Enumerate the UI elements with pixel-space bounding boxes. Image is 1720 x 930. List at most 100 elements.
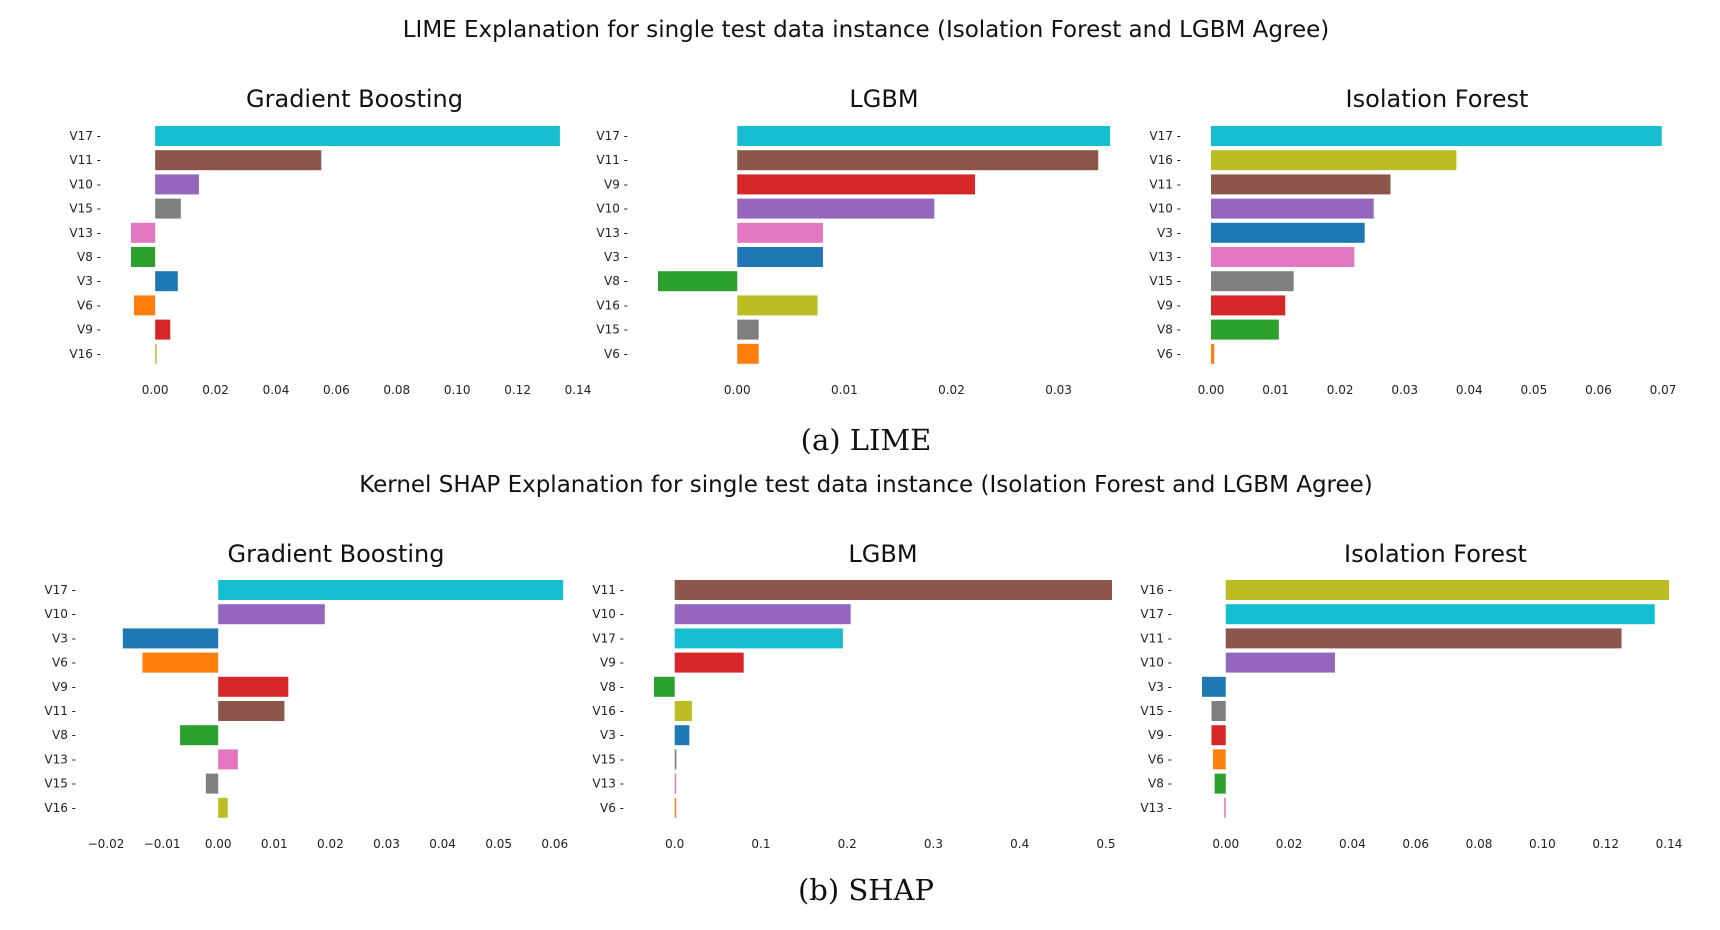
x-tick-label: 0.07 — [1650, 383, 1677, 397]
x-tick-label: 0.04 — [1339, 837, 1366, 851]
bar-v16 — [1211, 150, 1457, 171]
x-tick-label: 0.06 — [1402, 837, 1429, 851]
x-tick-label: 0.00 — [142, 383, 169, 397]
bar-v3 — [155, 271, 178, 292]
x-tick-label: 0.00 — [1212, 837, 1239, 851]
panel-shap-5: Isolation Forest V16 - V17 - V11 - V10 - V3 -… — [1140, 540, 1682, 851]
panels: Gradient Boosting V17 - V11 - V10 - V15 - V13… — [44, 85, 1682, 851]
bar-v3 — [1211, 222, 1365, 243]
y-tick-label: V11 - — [69, 153, 101, 167]
x-tick-label: 0.02 — [1276, 837, 1303, 851]
x-tick-label: 0.04 — [1456, 383, 1483, 397]
y-tick-label: V6 - — [52, 656, 76, 670]
bar-v15 — [737, 319, 759, 340]
bar-v13 — [674, 773, 677, 794]
x-tick-label: 0.05 — [485, 837, 512, 851]
panel-title: LGBM — [848, 540, 917, 568]
bar-v11 — [1211, 174, 1391, 195]
panel-shap-3: Gradient Boosting V17 - V10 - V3 - V6 - V9 - V… — [44, 540, 568, 851]
panel-lime-1: LGBM V17 - V11 - V9 - V10 - V13 - V3 - V8 - V16 … — [596, 85, 1110, 397]
panel-lime-2: Isolation Forest V17 - V16 - V11 - V10 - V3 -… — [1149, 85, 1676, 397]
y-tick-label: V11 - — [596, 153, 628, 167]
bar-v10 — [218, 604, 325, 625]
x-tick-label: 0.02 — [202, 383, 229, 397]
bar-v3 — [1202, 676, 1226, 697]
bar-v8 — [180, 725, 219, 746]
y-tick-label: V8 - — [1148, 777, 1172, 791]
x-tick-label: −0.01 — [144, 837, 181, 851]
bar-v10 — [674, 604, 851, 625]
bar-v13 — [218, 749, 238, 770]
y-tick-label: V17 - — [1140, 607, 1172, 621]
bar-v15 — [155, 198, 181, 219]
bar-v13 — [1224, 797, 1226, 818]
bar-v15 — [1211, 701, 1226, 721]
x-tick-label: 0.06 — [541, 837, 568, 851]
x-tick-label: 0.00 — [1198, 383, 1225, 397]
y-tick-label: V13 - — [596, 226, 628, 240]
y-tick-label: V10 - — [1140, 656, 1172, 670]
y-tick-label: V8 - — [77, 250, 101, 264]
y-tick-label: V10 - — [596, 202, 628, 216]
panel-shap-4: LGBM V11 - V10 - V17 - V9 - V8 - V16 - V3 - V15 … — [592, 540, 1115, 851]
bar-v11 — [155, 150, 322, 171]
x-tick-label: 0.08 — [383, 383, 410, 397]
panel-title: LGBM — [849, 85, 918, 113]
y-tick-label: V8 - — [1157, 323, 1181, 337]
y-tick-label: V8 - — [52, 728, 76, 742]
bar-v6 — [674, 797, 677, 818]
y-tick-label: V6 - — [77, 298, 101, 312]
bar-v10 — [737, 198, 935, 219]
y-tick-label: V9 - — [1148, 728, 1172, 742]
panel-title: Gradient Boosting — [228, 540, 445, 568]
bar-v8 — [1211, 319, 1279, 340]
y-tick-label: V6 - — [604, 347, 628, 361]
x-tick-label: 0.03 — [1391, 383, 1418, 397]
y-tick-label: V17 - — [592, 631, 624, 645]
bar-v9 — [1211, 295, 1286, 316]
bar-v16 — [155, 343, 157, 364]
caption-b: (b) SHAP — [798, 873, 934, 907]
y-tick-label: V15 - — [69, 202, 101, 216]
bar-v9 — [674, 652, 744, 673]
lime-suptitle: LIME Explanation for single test data in… — [403, 17, 1330, 43]
bar-v6 — [134, 295, 156, 316]
x-tick-label: 0.05 — [1520, 383, 1547, 397]
y-tick-label: V9 - — [1157, 298, 1181, 312]
bar-v9 — [155, 319, 171, 340]
bar-v15 — [674, 749, 677, 770]
x-tick-label: 0.08 — [1466, 837, 1493, 851]
x-tick-label: 0.1 — [751, 837, 770, 851]
bar-v10 — [155, 174, 199, 195]
x-tick-label: 0.10 — [444, 383, 471, 397]
y-tick-label: V13 - — [1140, 801, 1172, 815]
y-tick-label: V10 - — [592, 607, 624, 621]
bar-v17 — [1225, 604, 1655, 625]
y-tick-label: V15 - — [1149, 274, 1181, 288]
bar-v8 — [658, 271, 738, 292]
y-tick-label: V15 - — [44, 777, 76, 791]
x-tick-label: 0.03 — [373, 837, 400, 851]
x-tick-label: 0.01 — [261, 837, 288, 851]
bar-v11 — [218, 701, 285, 721]
bar-v11 — [737, 150, 1099, 171]
shap-suptitle: Kernel SHAP Explanation for single test … — [359, 472, 1373, 498]
bar-v16 — [737, 295, 818, 316]
y-tick-label: V11 - — [44, 704, 76, 718]
bar-v16 — [674, 701, 692, 721]
x-tick-label: 0.4 — [1010, 837, 1029, 851]
x-tick-label: 0.06 — [1585, 383, 1612, 397]
bar-v6 — [737, 343, 759, 364]
bar-v15 — [205, 773, 219, 794]
y-tick-label: V11 - — [1140, 631, 1172, 645]
y-tick-label: V13 - — [69, 226, 101, 240]
y-tick-label: V15 - — [596, 323, 628, 337]
x-tick-label: 0.2 — [838, 837, 857, 851]
y-tick-label: V6 - — [600, 801, 624, 815]
bar-v17 — [674, 628, 843, 649]
y-tick-label: V9 - — [600, 656, 624, 670]
y-tick-label: V17 - — [1149, 129, 1181, 143]
y-tick-label: V16 - — [69, 347, 101, 361]
bar-v15 — [1211, 271, 1294, 292]
